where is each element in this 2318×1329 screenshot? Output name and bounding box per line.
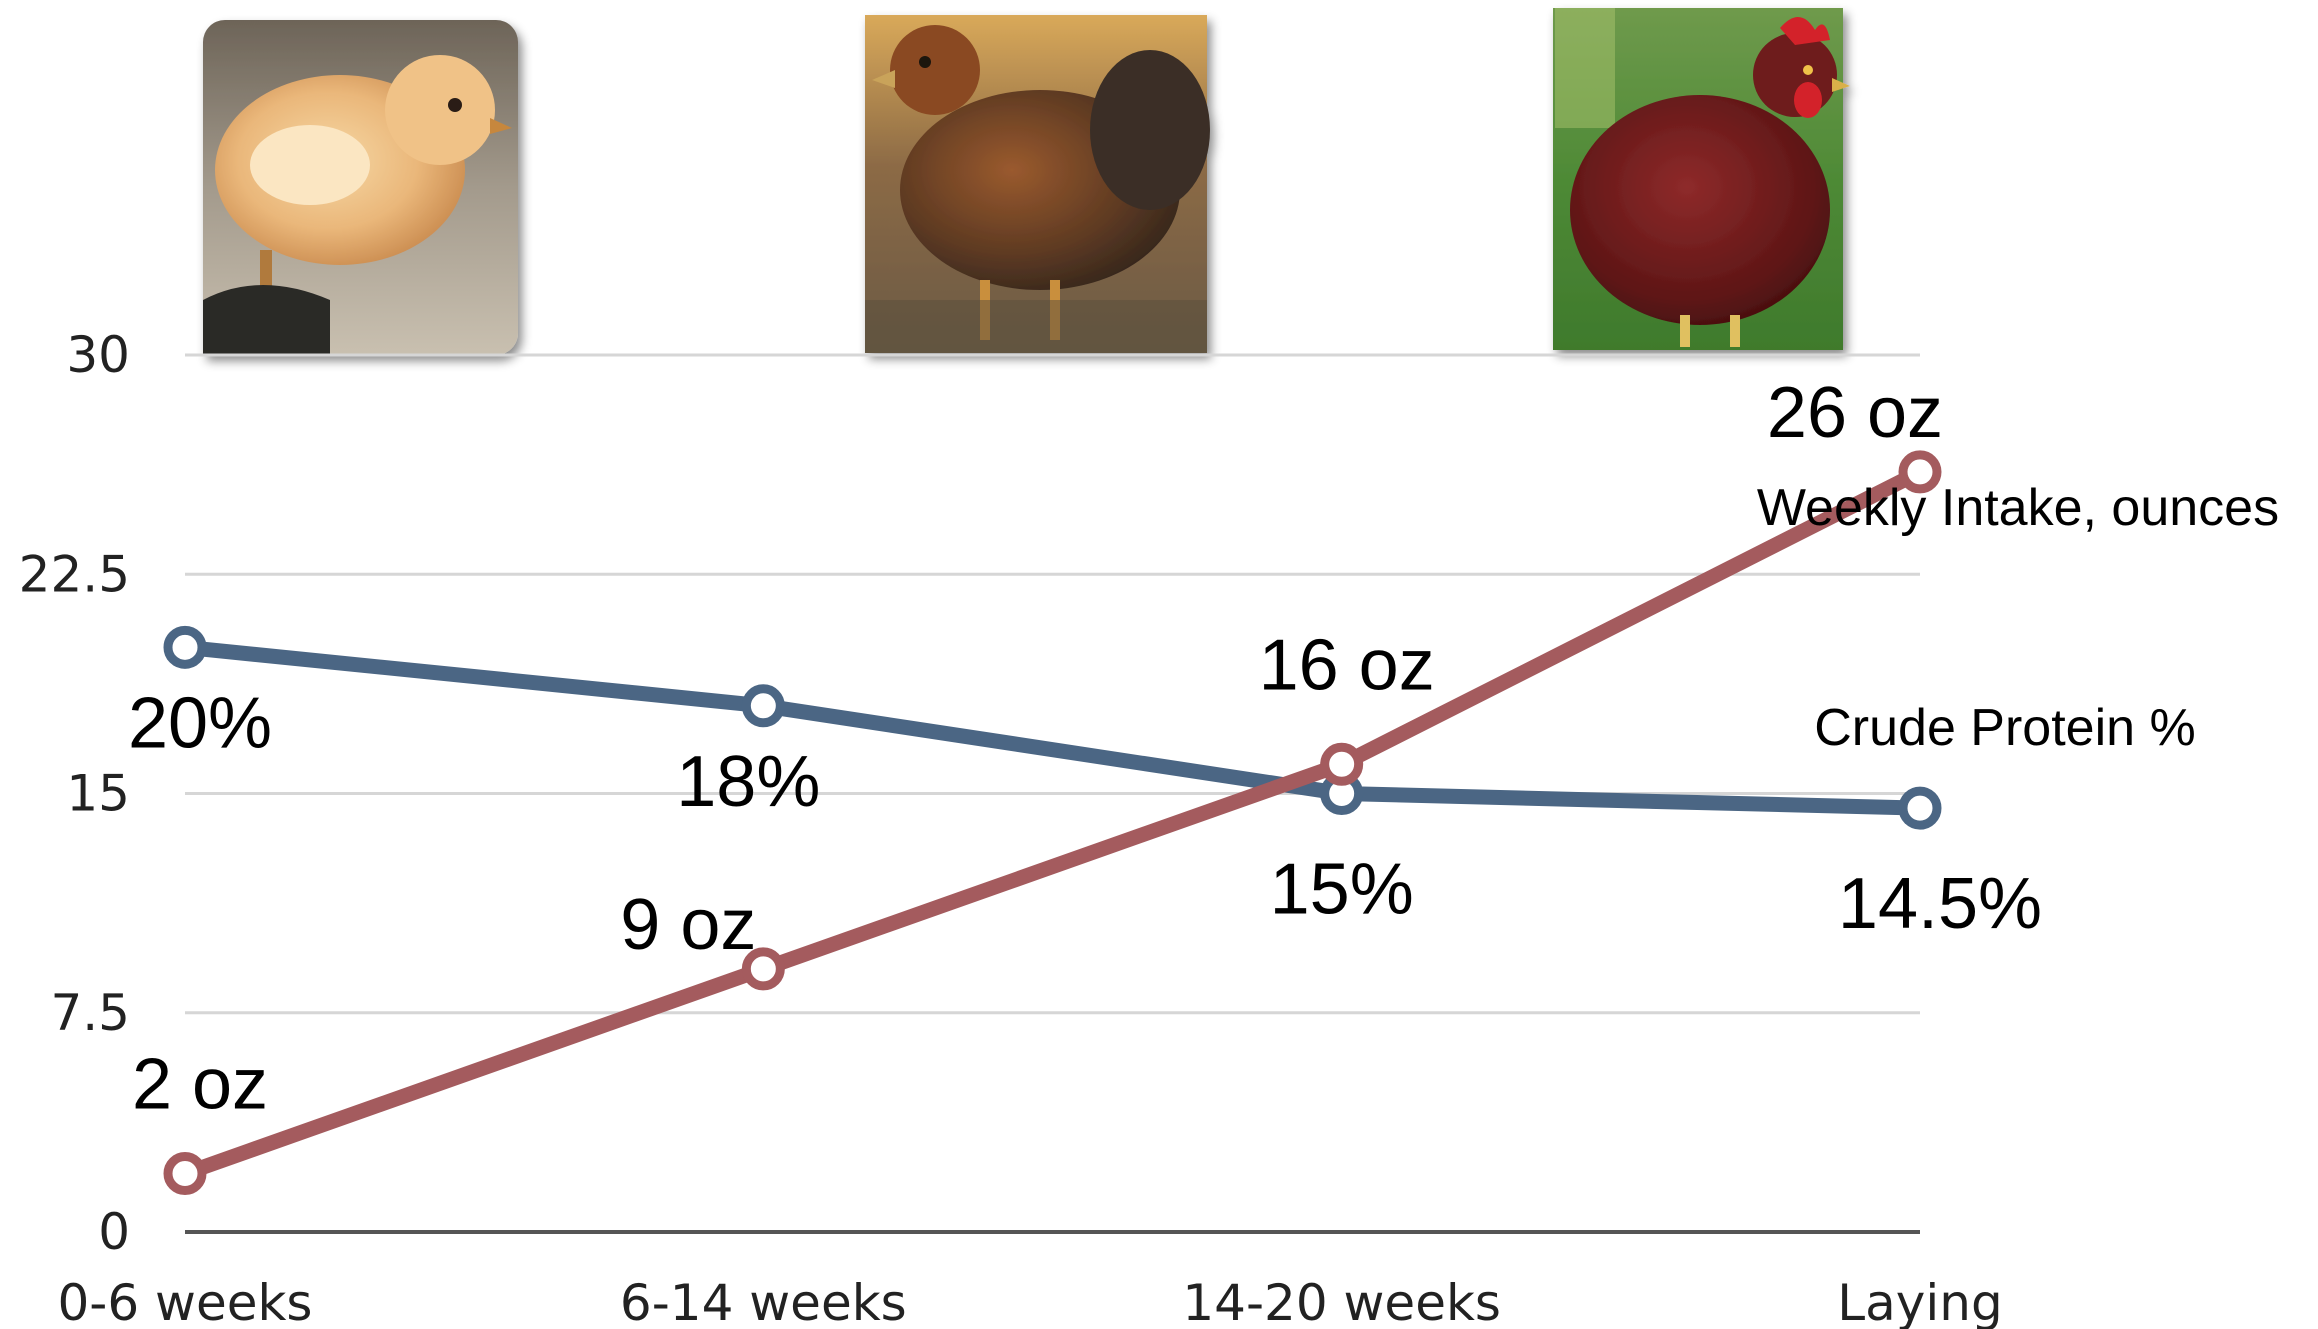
chick-photo — [203, 20, 518, 355]
series-line — [177, 464, 1928, 1182]
data-label: 9 oz — [620, 885, 756, 965]
data-label: 2 oz — [132, 1045, 268, 1125]
y-tick-label: 30 — [66, 326, 130, 384]
x-tick-label: 0-6 weeks — [58, 1274, 313, 1329]
y-axis: 0 7.5 15 22.5 30 — [19, 326, 130, 1261]
data-label: 14.5% — [1838, 864, 2042, 944]
y-tick-label: 15 — [66, 765, 130, 823]
data-point — [1898, 450, 1942, 494]
pullet-photo — [865, 15, 1210, 353]
data-point — [163, 625, 207, 669]
y-tick-label: 22.5 — [19, 545, 130, 603]
data-labels: 20% 18% 15% 14.5% 2 oz 9 oz 16 oz 26 oz — [128, 373, 2042, 1125]
series-name: Crude Protein % — [1814, 699, 2196, 757]
x-tick-label: 6-14 weeks — [620, 1274, 907, 1329]
data-label: 16 oz — [1259, 625, 1435, 705]
series-names: Crude Protein % Weekly Intake, ounces — [1757, 479, 2279, 757]
data-point — [1898, 786, 1942, 830]
data-point — [163, 1152, 207, 1196]
x-tick-label: 14-20 weeks — [1182, 1274, 1501, 1329]
data-point — [741, 684, 785, 728]
series-line — [177, 639, 1928, 816]
data-point — [1320, 742, 1364, 786]
series-lines — [177, 464, 1928, 1182]
data-label: 20% — [128, 683, 272, 763]
data-point — [741, 947, 785, 991]
y-tick-label: 0 — [98, 1203, 130, 1261]
laying-hen-photo — [1553, 8, 1850, 350]
y-tick-label: 7.5 — [50, 984, 130, 1042]
series-name: Weekly Intake, ounces — [1757, 479, 2279, 537]
gridlines — [185, 353, 1920, 1234]
data-label: 15% — [1270, 850, 1414, 930]
x-tick-label: Laying — [1837, 1274, 2002, 1329]
series-points — [163, 450, 1942, 1196]
data-label: 18% — [676, 742, 820, 822]
x-axis: 0-6 weeks 6-14 weeks 14-20 weeks Laying — [58, 1274, 2003, 1329]
data-label: 26 oz — [1767, 373, 1943, 453]
